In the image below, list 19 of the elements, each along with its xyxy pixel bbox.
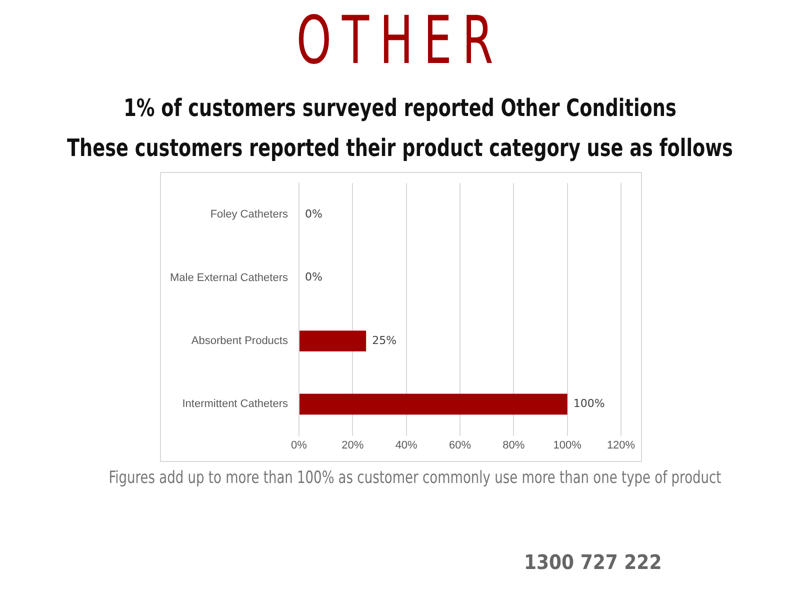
x-tick-label: 40% [395, 439, 418, 452]
y-tick-label: Intermittent Catheters [182, 398, 288, 410]
x-tick-label: 100% [553, 439, 582, 452]
text: 1300 727 222 [524, 550, 662, 574]
x-tick-label: 80% [502, 439, 525, 452]
data-label: 25% [372, 334, 397, 347]
y-tick-label: Absorbent Products [191, 335, 288, 348]
y-tick-label: Foley Catheters [210, 208, 288, 221]
y-tick-label: Male External Catheters [170, 272, 288, 284]
chart-title: OTHER [295, 2, 505, 79]
x-tick-label: 60% [448, 439, 472, 452]
x-tick-label: 0% [291, 439, 308, 452]
data-label: 0% [305, 207, 322, 220]
data-label: 100% [573, 397, 605, 410]
x-tick-label: 20% [342, 439, 364, 452]
text: Figures add up to more than 100% as customer commonly use more than one type of product [108, 468, 722, 488]
chart-subtitle: 1% of customers surveyed reported Other Conditions These customers reported their product category use as follows [66, 93, 734, 164]
data-label: 0% [305, 270, 322, 284]
x-tick-label: 120% [606, 439, 636, 452]
